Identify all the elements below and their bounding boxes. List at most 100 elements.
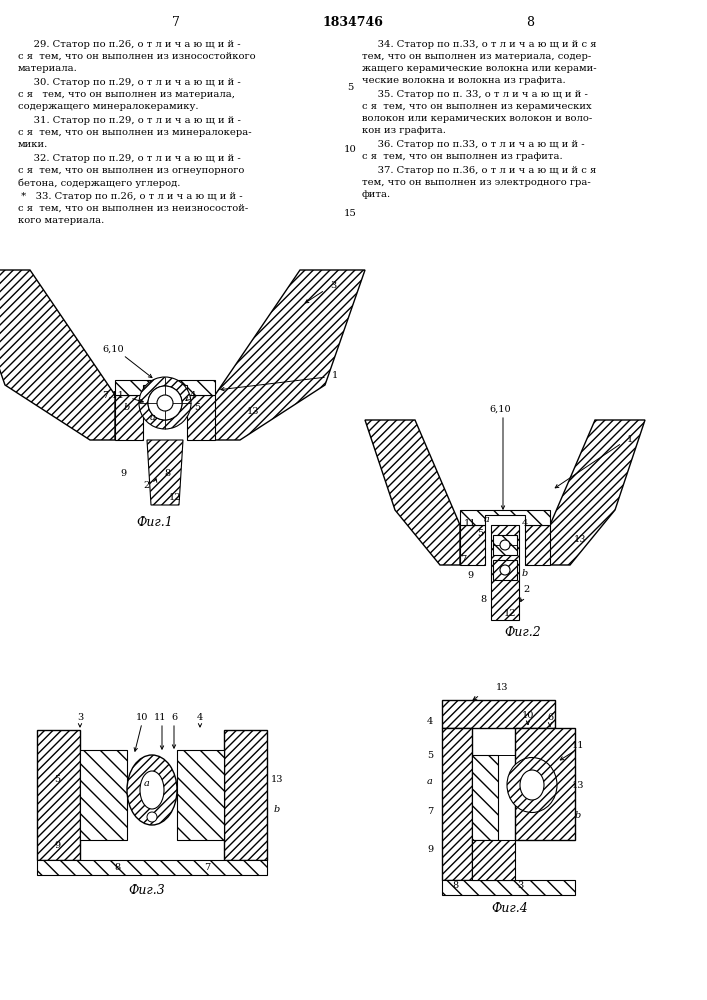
- Polygon shape: [365, 420, 460, 565]
- Text: a: a: [427, 778, 433, 786]
- Polygon shape: [147, 440, 183, 505]
- Text: b: b: [575, 810, 581, 820]
- Polygon shape: [37, 730, 80, 860]
- Text: Фиг.1: Фиг.1: [136, 516, 173, 530]
- Polygon shape: [442, 880, 575, 895]
- Text: 6,10: 6,10: [489, 404, 511, 414]
- Text: 6: 6: [171, 712, 177, 722]
- Circle shape: [148, 386, 182, 420]
- Text: 7: 7: [427, 808, 433, 816]
- Text: 2: 2: [524, 585, 530, 594]
- Text: 11: 11: [153, 712, 166, 722]
- Ellipse shape: [520, 770, 544, 800]
- Wedge shape: [139, 377, 191, 429]
- Text: 10: 10: [344, 144, 356, 153]
- Text: 5: 5: [427, 750, 433, 760]
- Text: 11: 11: [572, 740, 584, 750]
- Polygon shape: [460, 510, 550, 525]
- Polygon shape: [442, 700, 555, 728]
- Polygon shape: [115, 395, 143, 440]
- Text: 6: 6: [547, 714, 553, 722]
- Text: 5: 5: [54, 776, 60, 784]
- Text: 4: 4: [190, 390, 196, 399]
- Polygon shape: [472, 840, 515, 880]
- Text: с я  тем, что он выполнен из керамических: с я тем, что он выполнен из керамических: [362, 102, 592, 111]
- Text: 8: 8: [480, 595, 486, 604]
- Polygon shape: [493, 560, 517, 580]
- Polygon shape: [515, 728, 575, 840]
- Text: 8: 8: [526, 15, 534, 28]
- Text: 9: 9: [427, 846, 433, 854]
- Text: 7: 7: [460, 556, 466, 564]
- Text: 9: 9: [120, 468, 126, 478]
- Text: волокон или керамических волокон и воло-: волокон или керамических волокон и воло-: [362, 114, 592, 123]
- Text: 36. Статор по п.33, о т л и ч а ю щ и й -: 36. Статор по п.33, о т л и ч а ю щ и й …: [362, 140, 585, 149]
- Polygon shape: [37, 860, 267, 875]
- Text: 13: 13: [572, 780, 584, 790]
- Text: жащего керамические волокна или керами-: жащего керамические волокна или керами-: [362, 64, 597, 73]
- Text: 10: 10: [522, 710, 534, 720]
- Text: 31. Статор по п.29, о т л и ч а ю щ и й -: 31. Статор по п.29, о т л и ч а ю щ и й …: [18, 116, 241, 125]
- Text: 4: 4: [197, 712, 203, 722]
- Text: a: a: [144, 778, 150, 788]
- Text: 34. Статор по п.33, о т л и ч а ю щ и й с я: 34. Статор по п.33, о т л и ч а ю щ и й …: [362, 40, 597, 49]
- Polygon shape: [550, 420, 645, 565]
- Polygon shape: [187, 395, 215, 440]
- Polygon shape: [80, 750, 127, 840]
- Polygon shape: [115, 380, 215, 395]
- Text: 4: 4: [427, 718, 433, 726]
- Polygon shape: [215, 270, 365, 440]
- Text: с я  тем, что он выполнен из неизносостой-: с я тем, что он выполнен из неизносостой…: [18, 204, 248, 213]
- Polygon shape: [442, 728, 472, 880]
- Text: 13: 13: [247, 408, 259, 416]
- Polygon shape: [491, 525, 519, 620]
- Text: 8: 8: [164, 468, 170, 478]
- Text: 13: 13: [496, 684, 508, 692]
- Circle shape: [500, 540, 510, 550]
- Text: b: b: [274, 806, 280, 814]
- Text: с я  тем, что он выполнен из износостойкого: с я тем, что он выполнен из износостойко…: [18, 52, 256, 61]
- Text: материала.: материала.: [18, 64, 78, 73]
- Text: 35. Статор по п. 33, о т л и ч а ю щ и й -: 35. Статор по п. 33, о т л и ч а ю щ и й…: [362, 90, 588, 99]
- Text: содержащего минералокерамику.: содержащего минералокерамику.: [18, 102, 199, 111]
- Text: 9: 9: [467, 570, 473, 580]
- Circle shape: [147, 812, 157, 822]
- Text: 7,11: 7,11: [102, 390, 124, 399]
- Polygon shape: [493, 535, 517, 555]
- Text: тем, что он выполнен из электродного гра-: тем, что он выполнен из электродного гра…: [362, 178, 591, 187]
- Text: 2: 2: [144, 481, 150, 489]
- Text: 15: 15: [344, 209, 356, 218]
- Text: 3: 3: [330, 280, 336, 290]
- Text: 13: 13: [271, 776, 284, 784]
- Ellipse shape: [140, 771, 164, 809]
- Text: с я  тем, что он выполнен из графита.: с я тем, что он выполнен из графита.: [362, 152, 563, 161]
- Text: 12: 12: [169, 492, 181, 502]
- Text: 4: 4: [522, 518, 528, 528]
- Text: 7: 7: [172, 15, 180, 28]
- Polygon shape: [472, 755, 498, 840]
- Text: b: b: [124, 402, 130, 412]
- Text: 3: 3: [517, 880, 523, 890]
- Text: 32. Статор по п.29, о т л и ч а ю щ и й -: 32. Статор по п.29, о т л и ч а ю щ и й …: [18, 154, 241, 163]
- Text: 12: 12: [504, 608, 516, 617]
- Text: b: b: [522, 568, 528, 578]
- Text: фита.: фита.: [362, 190, 391, 199]
- Text: 5: 5: [347, 83, 354, 92]
- Text: бетона, содержащего углерод.: бетона, содержащего углерод.: [18, 178, 180, 188]
- Text: с я  тем, что он выполнен из огнеупорного: с я тем, что он выполнен из огнеупорного: [18, 166, 245, 175]
- Text: мики.: мики.: [18, 140, 48, 149]
- Ellipse shape: [127, 755, 177, 825]
- Text: 5: 5: [194, 402, 200, 412]
- Text: 6,10: 6,10: [103, 344, 124, 354]
- Text: *   33. Статор по п.26, о т л и ч а ю щ и й -: * 33. Статор по п.26, о т л и ч а ю щ и …: [18, 192, 243, 201]
- Polygon shape: [460, 525, 485, 565]
- Text: с я  тем, что он выполнен из минералокера-: с я тем, что он выполнен из минералокера…: [18, 128, 252, 137]
- Text: 1834746: 1834746: [322, 15, 383, 28]
- Text: ческие волокна и волокна из графита.: ческие волокна и волокна из графита.: [362, 76, 566, 85]
- Polygon shape: [224, 730, 267, 860]
- Text: кон из графита.: кон из графита.: [362, 126, 446, 135]
- Ellipse shape: [507, 758, 557, 812]
- Circle shape: [500, 565, 510, 575]
- Text: 3: 3: [77, 712, 83, 722]
- Text: Фиг.4: Фиг.4: [491, 902, 528, 914]
